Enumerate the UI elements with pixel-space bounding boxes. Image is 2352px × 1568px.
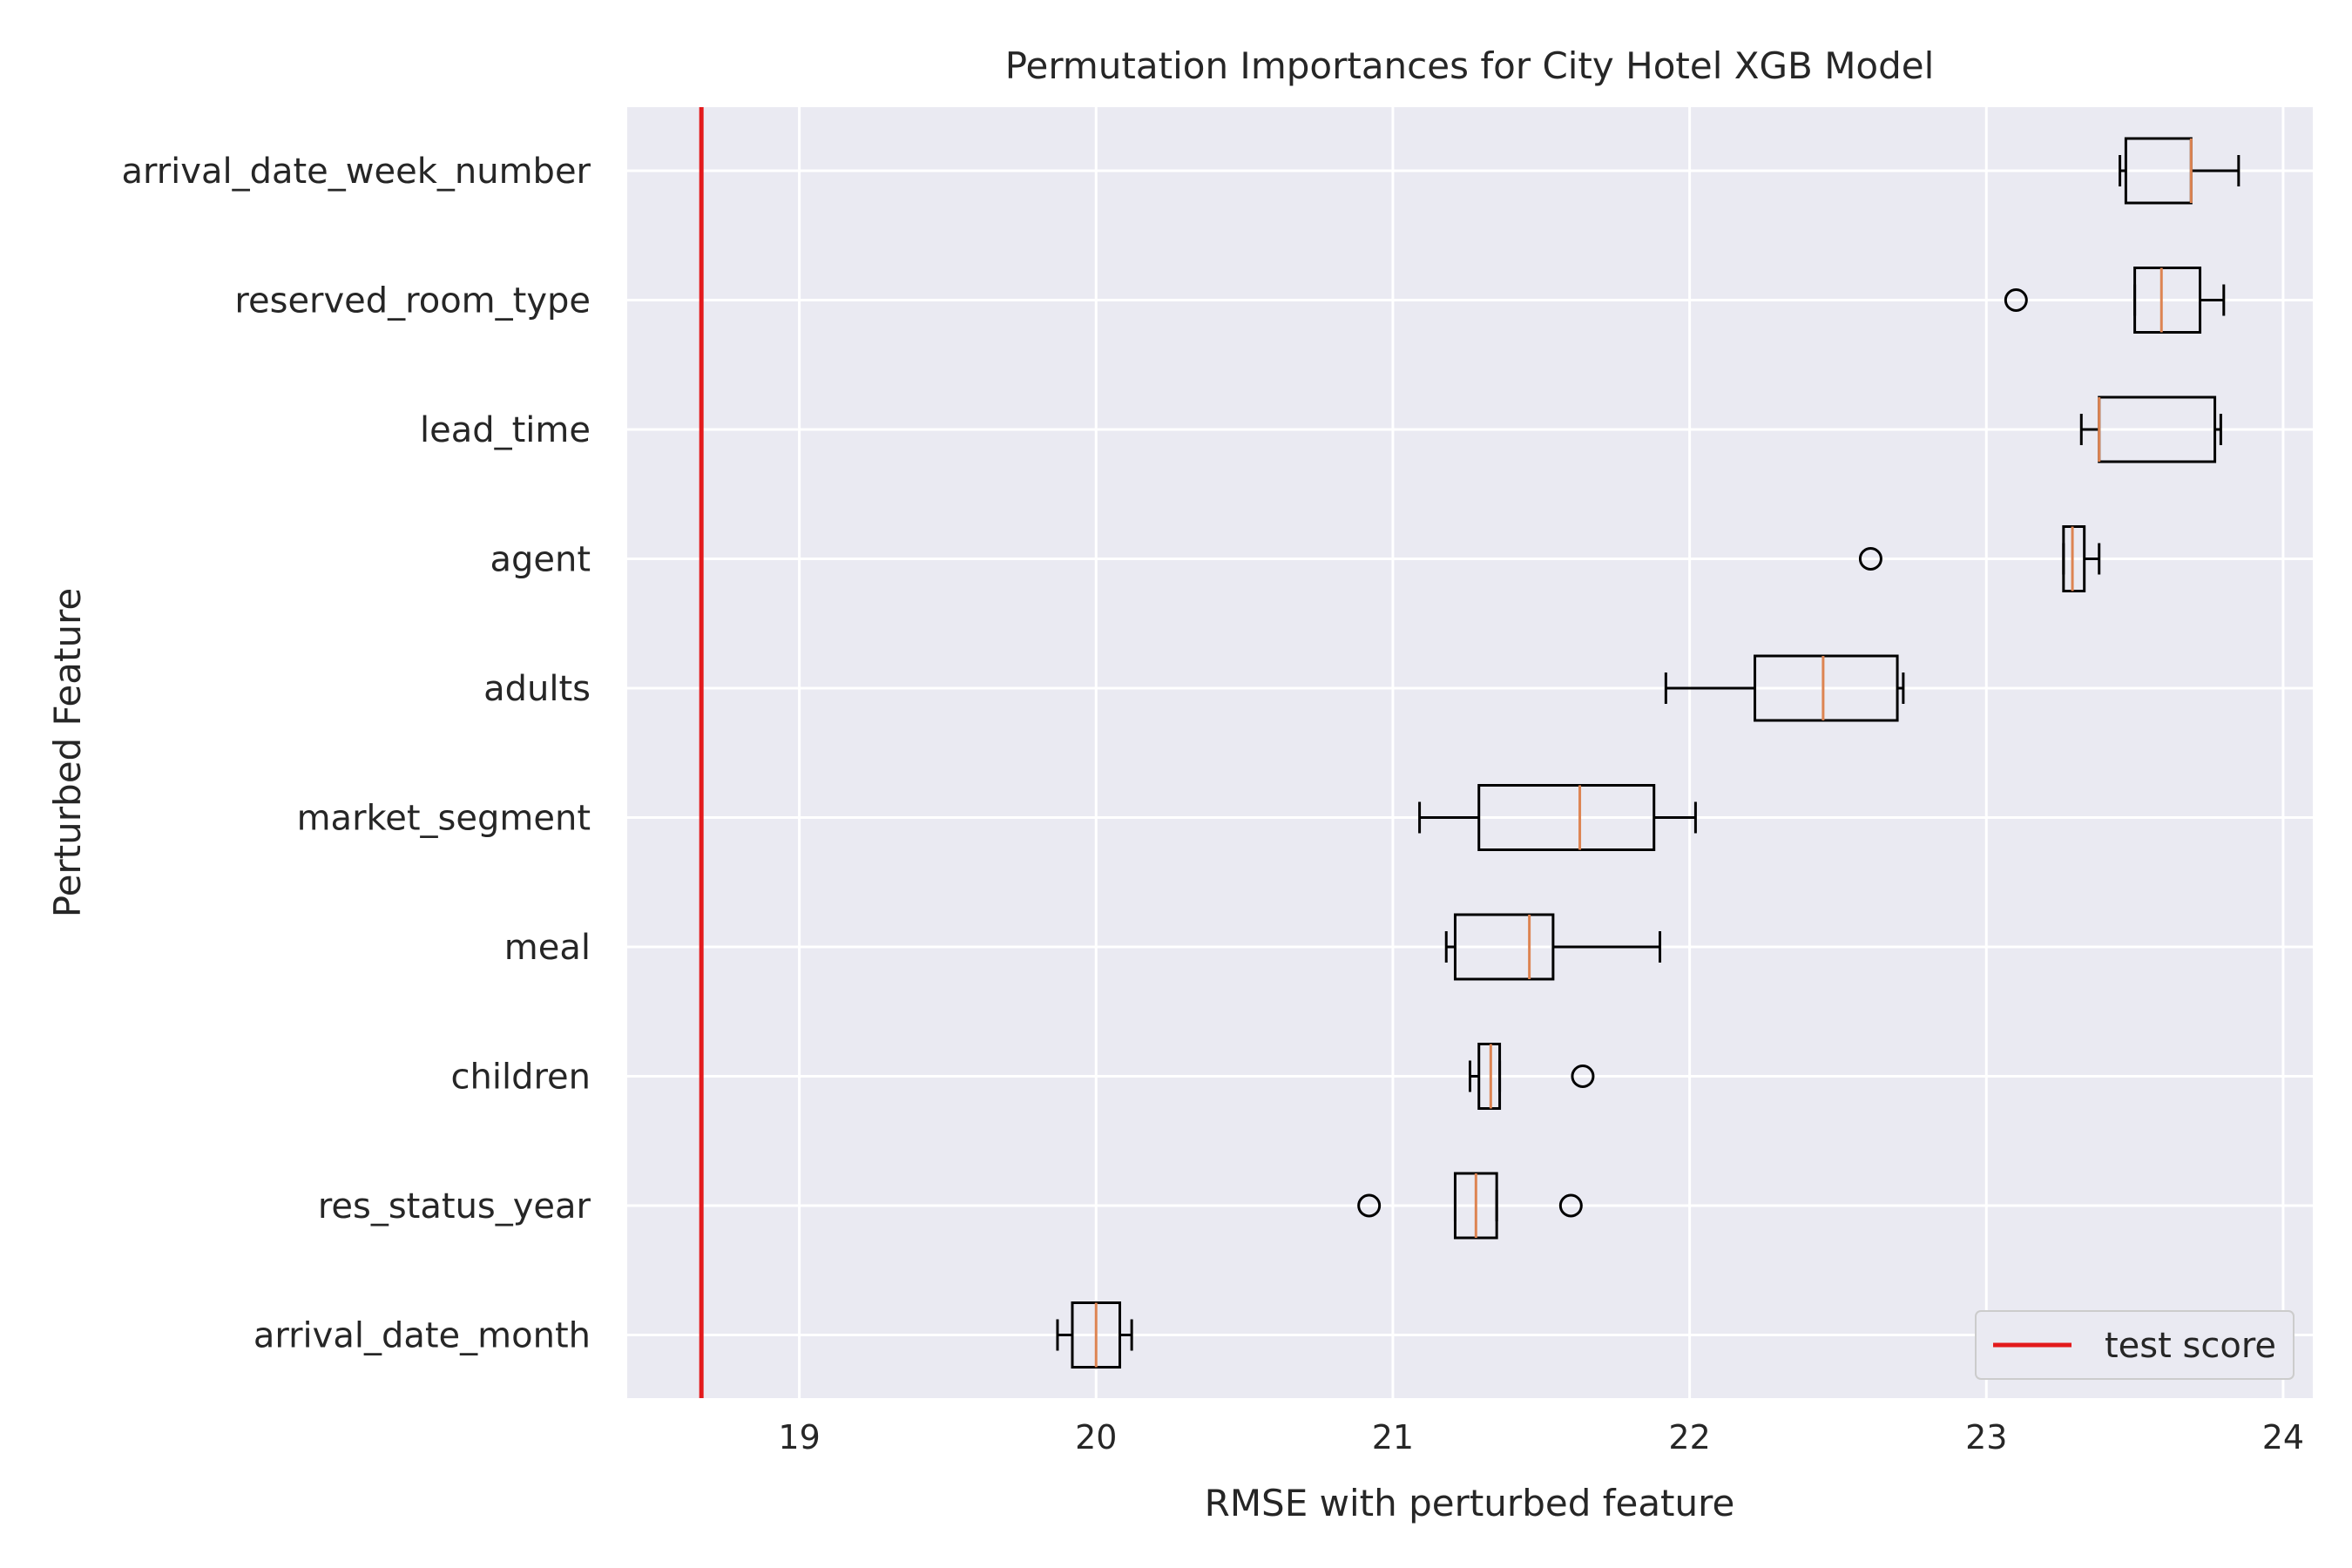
y-tick-label: res_status_year [318,1186,591,1227]
iqr-box [2133,267,2202,334]
outlier-point [2004,288,2028,312]
x-tick-label: 21 [1372,1418,1414,1456]
legend-frame [1975,1310,2295,1380]
box-arrival-date-week-number [2119,137,2240,205]
y-tick-label: arrival_date_week_number [121,152,591,192]
iqr-box [1477,784,1656,851]
y-tick-label: lead_time [420,410,591,450]
box-reserved-room-type [2004,267,2226,334]
y-tick-label: children [451,1058,591,1098]
y-tick-label: agent [490,540,591,580]
legend-label: test score [2105,1326,2276,1366]
legend: test score [1975,1310,2295,1380]
x-axis-label: RMSE with perturbed feature [1205,1482,1735,1524]
x-tick-label: 20 [1075,1418,1117,1456]
box-lead-time [2079,395,2222,463]
box-meal [1444,913,1662,981]
iqr-box [1754,654,1899,722]
y-tick-label: reserved_room_type [234,281,591,321]
box-children [1469,1043,1595,1110]
outlier-point [1571,1064,1595,1088]
plot-area [627,107,2313,1398]
chart-title: Permutation Importances for City Hotel X… [1005,44,1935,87]
box-adults [1664,654,1905,722]
outlier-point [1858,547,1882,571]
outlier-point [1558,1193,1583,1218]
x-tick-label: 22 [1668,1418,1710,1456]
box-res-status-year [1357,1172,1583,1240]
outlier-point [1357,1193,1382,1218]
box-market-segment [1418,784,1697,851]
y-tick-label: meal [504,928,591,968]
iqr-box [1453,913,1555,981]
tick-labels: 19 20 21 22 23 24 arrival_date_week_numberrese… [121,152,2304,1456]
boxes [699,107,2240,1398]
iqr-box [1477,1043,1502,1110]
x-tick-label: 24 [2262,1418,2304,1456]
y-tick-label: arrival_date_month [253,1316,591,1356]
box-arrival-date-month [1056,1301,1133,1369]
y-tick-label: adults [483,669,591,709]
x-tick-label: 19 [778,1418,820,1456]
y-axis-label: Perturbed Feature [46,588,89,918]
box-agent [1858,525,2101,592]
iqr-box [2062,525,2086,592]
x-tick-label: 23 [1965,1418,2007,1456]
y-tick-label: market_segment [297,799,591,839]
